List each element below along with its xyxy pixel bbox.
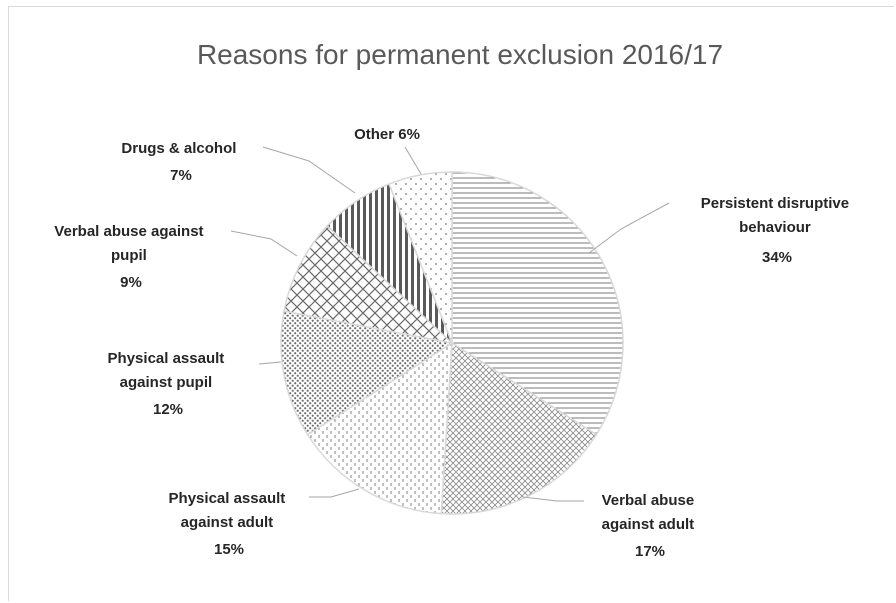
leader-line-verbal-pupil xyxy=(230,230,298,257)
pie-slices xyxy=(280,171,624,515)
pie-slice-persistent-disruptive-behaviour xyxy=(451,171,624,436)
label-verbal-pupil-line2: pupil xyxy=(111,247,147,264)
label-persistent-line2: behaviour xyxy=(739,219,811,236)
label-verbal-adult-line1: Verbal abuse xyxy=(602,492,695,509)
pie-chart: Reasons for permanent exclusion 2016/17 … xyxy=(54,39,854,560)
label-physical-pupil: Physical assault against pupil 12% xyxy=(108,350,229,418)
label-physical-adult-line1: Physical assault xyxy=(169,490,286,507)
leader-lines xyxy=(230,146,670,502)
label-physical-adult-pct: 15% xyxy=(214,541,244,558)
leader-line-drugs xyxy=(262,146,356,194)
pie-slice-verbal-abuse-against-adult xyxy=(440,341,598,515)
leader-line-verbal-adult xyxy=(522,496,584,502)
chart-title: Reasons for permanent exclusion 2016/17 xyxy=(197,39,723,70)
leader-line-physical-pupil xyxy=(258,361,282,365)
leader-line-other xyxy=(404,146,422,175)
label-other-line1: Other 6% xyxy=(354,126,420,143)
label-physical-pupil-line2: against pupil xyxy=(120,374,213,391)
label-drugs: Drugs & alcohol 7% xyxy=(121,140,240,184)
label-physical-adult: Physical assault against adult 15% xyxy=(169,490,290,558)
label-physical-adult-line2: against adult xyxy=(181,514,274,531)
label-persistent: Persistent disruptive behaviour 34% xyxy=(701,195,854,266)
label-other: Other 6% xyxy=(354,126,420,143)
label-verbal-pupil-pct: 9% xyxy=(120,274,142,291)
data-labels: Persistent disruptive behaviour 34% Verb… xyxy=(54,126,854,560)
pie-slice-verbal-abuse-against-pupil xyxy=(283,224,455,345)
label-verbal-pupil-line1: Verbal abuse against xyxy=(54,223,203,240)
label-drugs-line1: Drugs & alcohol xyxy=(121,140,236,157)
label-verbal-adult: Verbal abuse against adult 17% xyxy=(602,492,699,560)
leader-line-physical-adult xyxy=(309,488,360,498)
label-drugs-pct: 7% xyxy=(170,167,192,184)
label-physical-pupil-pct: 12% xyxy=(153,401,183,418)
pie-slice-physical-assault-against-pupil xyxy=(280,310,455,436)
label-persistent-line1: Persistent disruptive xyxy=(701,195,849,212)
label-verbal-adult-line2: against adult xyxy=(602,516,695,533)
chart-area: Reasons for permanent exclusion 2016/17 … xyxy=(8,6,894,601)
label-verbal-pupil: Verbal abuse against pupil 9% xyxy=(54,223,207,291)
label-verbal-adult-pct: 17% xyxy=(635,543,665,560)
label-persistent-pct: 34% xyxy=(762,249,792,266)
leader-line-persistent xyxy=(588,202,670,254)
pie-slice-other xyxy=(388,171,453,344)
label-physical-pupil-line1: Physical assault xyxy=(108,350,225,367)
pie-slice-physical-assault-against-adult xyxy=(306,341,453,515)
